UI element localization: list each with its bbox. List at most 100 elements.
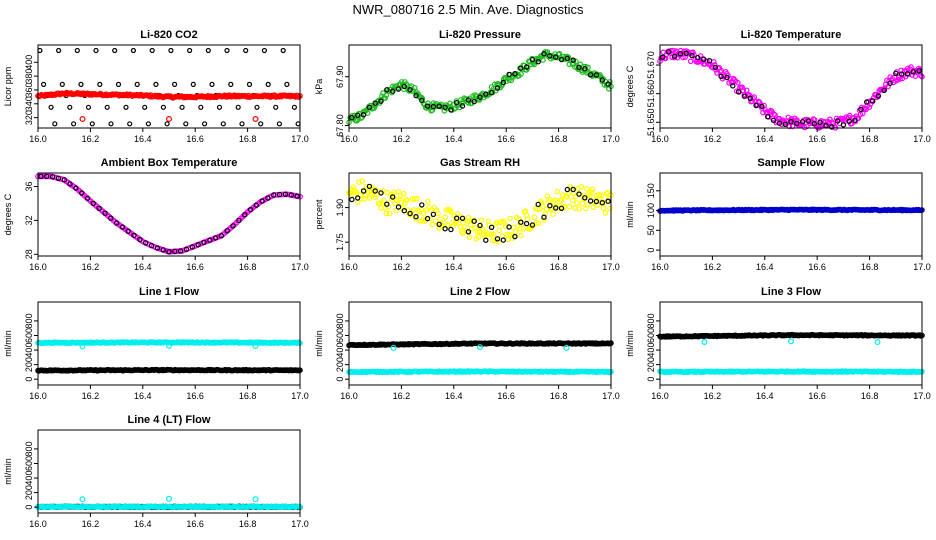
- data-point: [127, 121, 133, 127]
- x-tick-label: 16.4: [756, 262, 774, 272]
- data-point: [563, 344, 570, 351]
- data-point: [436, 103, 442, 110]
- data-point: [149, 47, 155, 54]
- data-point: [276, 191, 283, 198]
- data-point: [811, 120, 817, 127]
- data-point: [230, 223, 236, 229]
- data-point: [436, 221, 442, 228]
- data-point: [79, 115, 86, 122]
- data-point: [466, 234, 473, 241]
- data-point: [718, 73, 724, 80]
- chart-title: Li-820 Temperature: [741, 29, 842, 41]
- data-point: [442, 214, 449, 221]
- data-point: [701, 338, 708, 345]
- data-point: [195, 241, 201, 248]
- x-tick-label: 16.4: [134, 391, 152, 401]
- data-point: [280, 47, 286, 54]
- data-point: [444, 222, 451, 229]
- chart-title: Gas Stream RH: [440, 157, 520, 169]
- data-point: [115, 81, 122, 88]
- data-point: [918, 72, 924, 79]
- data-point: [677, 51, 684, 57]
- data-point: [447, 100, 453, 107]
- data-point: [764, 113, 771, 120]
- y-tick-label: 320: [24, 110, 34, 125]
- data-point: [108, 215, 114, 221]
- x-tick-label: 16.6: [497, 391, 515, 401]
- data-point: [875, 93, 881, 99]
- data-point: [458, 224, 464, 230]
- data-point: [148, 242, 155, 249]
- data-point: [448, 107, 454, 113]
- y-tick-label: 1.90: [335, 199, 345, 217]
- chart-line4-lt-flow: Line 4 (LT) Flow ml/min 16.0 16.2 16.4 16.6 16…: [3, 414, 309, 529]
- data-point: [500, 237, 506, 243]
- chart-title: Li-820 Pressure: [439, 29, 521, 41]
- data-point: [424, 103, 431, 109]
- data-point: [576, 64, 582, 71]
- x-tick-label: 17.0: [913, 262, 931, 272]
- data-point: [523, 64, 530, 70]
- data-point: [448, 208, 454, 215]
- data-point: [585, 201, 591, 208]
- data-point: [550, 211, 556, 218]
- data-point: [599, 77, 605, 83]
- data-point: [153, 81, 159, 88]
- data-points: [346, 48, 614, 126]
- data-point: [220, 121, 226, 127]
- data-point: [695, 54, 701, 61]
- data-point: [363, 183, 370, 190]
- x-tick-label: 16.4: [445, 134, 463, 144]
- y-tick-label: 67.90: [335, 65, 345, 88]
- y-tick-label: 28: [24, 249, 34, 259]
- data-point: [846, 112, 853, 119]
- data-point: [205, 47, 211, 54]
- data-point: [154, 245, 161, 251]
- x-tick-label: 16.2: [82, 134, 100, 144]
- plot-frame: [37, 172, 301, 257]
- data-point: [477, 94, 483, 100]
- y-axis-label: kPa: [314, 79, 324, 95]
- data-point: [829, 124, 835, 130]
- y-axis-label: degrees C: [625, 65, 635, 107]
- data-point: [44, 173, 50, 180]
- data-point: [574, 200, 580, 206]
- data-point: [475, 234, 482, 240]
- data-point: [771, 111, 777, 117]
- data-points: [657, 206, 925, 214]
- plot-frame: [37, 429, 301, 514]
- data-point: [834, 118, 841, 124]
- data-point: [123, 104, 129, 110]
- data-point: [887, 80, 893, 86]
- data-point: [224, 228, 230, 234]
- x-tick-label: 16.6: [186, 134, 204, 144]
- data-point: [398, 199, 405, 206]
- data-point: [198, 104, 204, 110]
- data-point: [489, 237, 496, 244]
- y-tick-label: 400: [646, 343, 656, 358]
- data-point: [273, 104, 279, 110]
- y-tick-label: 51.670: [646, 51, 656, 79]
- data-point: [202, 121, 208, 127]
- data-point: [366, 183, 373, 190]
- data-point: [383, 210, 390, 217]
- y-tick-label: 0: [646, 377, 656, 382]
- data-point: [858, 106, 864, 113]
- data-point: [735, 89, 742, 95]
- data-point: [179, 104, 185, 110]
- data-point: [805, 118, 812, 124]
- data-point: [378, 205, 384, 211]
- data-point: [910, 69, 916, 75]
- x-tick-label: 16.0: [651, 134, 669, 144]
- data-point: [607, 205, 613, 212]
- data-point: [448, 226, 454, 233]
- x-tick-label: 17.0: [291, 391, 309, 401]
- data-point: [788, 338, 795, 345]
- y-axis-label: ml/min: [625, 201, 635, 228]
- data-point: [893, 70, 899, 77]
- x-tick-label: 16.6: [808, 134, 826, 144]
- data-point: [381, 197, 387, 204]
- data-point: [48, 104, 54, 110]
- data-point: [294, 193, 300, 199]
- plot-frame: [348, 301, 612, 386]
